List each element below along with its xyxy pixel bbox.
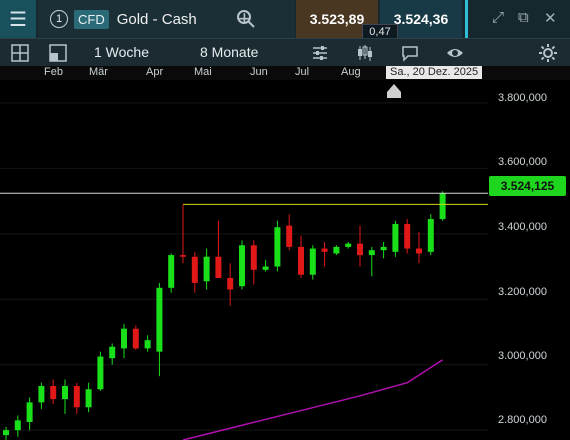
month-label: Mär [89, 66, 108, 78]
expand-icon[interactable]: ⤢ [492, 9, 505, 26]
candle-body [38, 386, 45, 403]
candle-body [274, 227, 281, 267]
candle-body [368, 250, 375, 256]
candle-body [380, 246, 387, 251]
top-bar: ☰ 1 CFD Gold - Cash + 3.523,89 3.524,36 … [0, 0, 570, 40]
moving-average-line [182, 359, 444, 440]
candle-body [404, 224, 411, 249]
chart-toolbar: 1 Woche 8 Monate [0, 38, 570, 67]
eye-icon[interactable] [445, 43, 465, 63]
candle-body [156, 287, 163, 352]
candle-body [168, 255, 175, 288]
month-label: Feb [44, 66, 63, 78]
month-label: Apr [146, 66, 164, 78]
price-axis-label: 3.200,000 [498, 286, 547, 298]
menu-icon[interactable]: ☰ [0, 0, 36, 38]
candle-body [427, 219, 434, 252]
candle-body [286, 225, 293, 247]
candle-body [392, 224, 399, 252]
comment-icon[interactable] [400, 43, 420, 63]
candle-body [333, 246, 340, 254]
price-axis-label: 3.600,000 [498, 156, 547, 168]
instrument-selector[interactable]: 1 CFD Gold - Cash [38, 0, 295, 38]
candle-body [239, 245, 245, 287]
candle-body [345, 243, 352, 247]
indicators-icon[interactable] [310, 43, 330, 63]
candle-body [121, 328, 127, 349]
price-chart[interactable] [0, 80, 570, 440]
candle-body [85, 389, 92, 408]
candle-body [26, 402, 33, 422]
candle-body [3, 430, 9, 436]
layout-icon[interactable] [10, 43, 30, 63]
candle-body [250, 245, 257, 270]
candle-body [97, 356, 104, 390]
candlestick-type-icon[interactable] [355, 43, 375, 63]
candle-body [144, 340, 151, 349]
crosshair-date-label: Sa., 20 Dez. 2025 [386, 66, 483, 79]
candle-body [298, 246, 304, 275]
candle-body [309, 248, 316, 275]
price-axis-label: 3.000,000 [498, 350, 547, 362]
month-label: Jun [250, 66, 268, 78]
candle-body [203, 256, 210, 282]
split-view-icon[interactable] [48, 43, 68, 63]
instrument-number-badge: 1 [50, 10, 68, 28]
price-axis-label: 2.800,000 [498, 414, 547, 426]
candle-body [321, 248, 328, 252]
close-icon[interactable]: ✕ [544, 10, 557, 27]
month-label: Jul [295, 66, 310, 78]
candle-body [416, 248, 422, 254]
candle-body [215, 256, 222, 278]
month-label: Aug [341, 66, 361, 78]
add-icon[interactable]: + [238, 6, 251, 31]
candle-body [14, 420, 21, 431]
month-label: Mai [194, 66, 212, 78]
cfd-badge: CFD [74, 9, 109, 29]
candle-body [227, 278, 234, 290]
instrument-name: Gold - Cash [116, 10, 197, 28]
price-axis[interactable] [488, 80, 570, 440]
candle-body [62, 386, 68, 400]
current-price-label: 3.524,125 [489, 176, 566, 196]
search-icon[interactable] [236, 9, 256, 29]
candle-body [73, 386, 80, 408]
price-axis-label: 3.400,000 [498, 221, 547, 233]
crosshair-marker-icon [387, 84, 401, 98]
spread-badge: 0,47 [362, 24, 398, 40]
candle-body [357, 243, 363, 256]
time-axis: Feb Mär Apr Mai Jun Jul Aug [0, 66, 570, 80]
timeframe-selector[interactable]: 1 Woche [94, 44, 149, 60]
price-axis-label: 3.800,000 [498, 92, 547, 104]
candle-body [50, 386, 57, 400]
candle-body [191, 256, 198, 283]
range-selector[interactable]: 8 Monate [200, 44, 259, 60]
candle-body [109, 346, 116, 359]
candle-body [132, 328, 139, 349]
popout-icon[interactable]: ⧉ [518, 9, 529, 26]
settings-gear-icon[interactable] [538, 43, 558, 63]
accent-bar [465, 0, 468, 38]
candle-body [439, 192, 446, 220]
candle-body [262, 266, 269, 270]
